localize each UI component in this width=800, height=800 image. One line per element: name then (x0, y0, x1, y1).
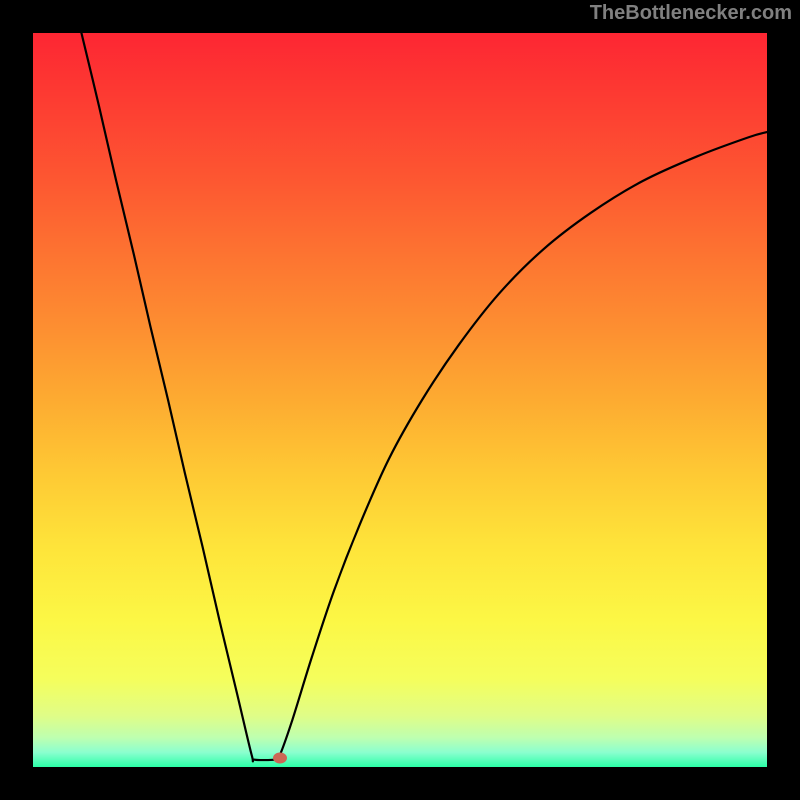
optimal-point-marker (273, 753, 287, 764)
plot-frame (33, 33, 767, 767)
curve-layer (33, 33, 767, 767)
chart-container: TheBottlenecker.com (0, 0, 800, 800)
bottleneck-curve (81, 33, 767, 761)
watermark-text: TheBottlenecker.com (590, 2, 792, 25)
